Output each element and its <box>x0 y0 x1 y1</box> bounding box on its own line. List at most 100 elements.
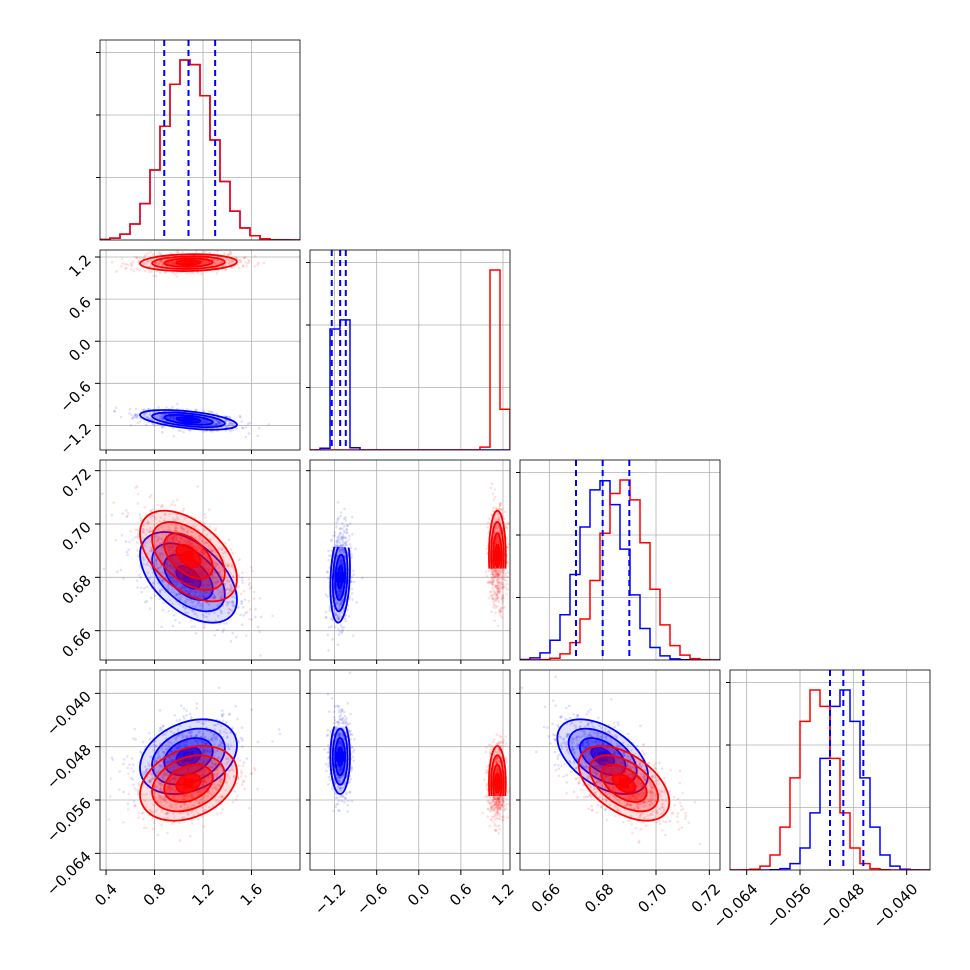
scatter-point <box>231 631 234 635</box>
scatter-point <box>486 521 490 525</box>
scatter-point <box>224 425 227 429</box>
scatter-point <box>215 422 218 426</box>
scatter-point <box>355 601 358 604</box>
scatter-point <box>213 562 217 565</box>
scatter-point <box>209 596 213 599</box>
scatter-point <box>222 591 225 595</box>
scatter-point <box>201 594 204 597</box>
scatter-point <box>231 726 234 730</box>
scatter-point <box>219 261 222 264</box>
scatter-point <box>180 587 184 590</box>
scatter-point <box>197 580 201 584</box>
scatter-point <box>197 601 201 604</box>
scatter-point <box>157 537 161 541</box>
scatter-point <box>113 409 116 413</box>
scatter-point <box>186 529 189 532</box>
scatter-point <box>227 591 230 595</box>
scatter-point <box>494 597 497 600</box>
scatter-point <box>160 413 164 416</box>
scatter-point <box>229 589 233 593</box>
scatter-point <box>160 625 163 629</box>
scatter-point <box>206 583 209 587</box>
scatter-point <box>193 590 196 593</box>
scatter-point <box>175 719 179 722</box>
scatter-point <box>338 533 341 537</box>
panel-frame <box>519 459 721 661</box>
scatter-point <box>248 587 252 590</box>
scatter-point <box>161 530 165 533</box>
scatter-point <box>231 428 234 432</box>
scatter-point <box>208 577 212 580</box>
scatter-point <box>199 572 202 576</box>
scatter-point <box>227 538 231 542</box>
scatter-point <box>178 602 182 606</box>
scatter-point <box>239 260 243 263</box>
scatter-point <box>198 570 201 573</box>
scatter-point <box>193 536 197 540</box>
scatter-point <box>223 587 227 591</box>
scatter-point <box>120 265 123 268</box>
scatter-point <box>146 520 150 523</box>
scatter-point <box>351 515 354 519</box>
scatter-point <box>252 597 256 601</box>
scatter-point <box>204 567 208 571</box>
scatter-point <box>168 543 172 547</box>
scatter-point <box>228 422 231 426</box>
scatter-point <box>159 505 163 509</box>
scatter-point <box>494 611 497 615</box>
scatter-point <box>221 548 224 552</box>
scatter-point <box>191 530 194 533</box>
scatter-point <box>209 537 212 541</box>
scatter-point <box>219 421 222 425</box>
scatter-point <box>352 634 355 637</box>
contour-line <box>151 255 226 270</box>
scatter-point <box>216 628 219 632</box>
scatter-point <box>143 255 147 258</box>
scatter-point <box>199 569 203 573</box>
scatter-point <box>244 634 248 637</box>
scatter-point <box>500 616 504 619</box>
scatter-point <box>151 571 155 575</box>
scatter-point <box>218 576 222 580</box>
scatter-point <box>158 414 161 418</box>
scatter-point <box>111 758 115 762</box>
scatter-point <box>160 415 164 418</box>
scatter-point <box>242 761 246 764</box>
scatter-point <box>149 549 152 553</box>
scatter-point <box>200 539 203 543</box>
scatter-point <box>149 510 152 513</box>
scatter-point <box>167 574 171 578</box>
scatter-point <box>493 495 497 499</box>
scatter-point <box>171 405 174 409</box>
scatter-point <box>215 258 219 262</box>
scatter-point <box>143 600 147 604</box>
scatter-point <box>131 260 135 264</box>
scatter-point <box>205 594 208 598</box>
scatter-point <box>129 263 133 266</box>
scatter-point <box>238 414 242 418</box>
scatter-point <box>499 610 503 614</box>
scatter-point <box>213 261 217 264</box>
scatter-point <box>237 605 240 609</box>
scatter-point <box>221 264 225 268</box>
scatter-point <box>239 736 243 740</box>
scatter-point <box>500 580 504 583</box>
scatter-point <box>161 579 164 583</box>
scatter-point <box>193 612 196 616</box>
scatter-point <box>198 551 202 554</box>
scatter-point <box>211 596 214 600</box>
scatter-point <box>213 560 217 564</box>
scatter-point <box>329 617 333 620</box>
scatter-point <box>122 762 125 766</box>
scatter-point <box>217 571 221 575</box>
scatter-point <box>141 530 144 533</box>
scatter-point <box>170 557 174 561</box>
scatter-point <box>172 591 176 594</box>
scatter-point <box>162 553 165 557</box>
scatter-point <box>130 776 133 780</box>
scatter-point <box>191 571 195 575</box>
scatter-point <box>206 583 209 587</box>
scatter-point <box>178 561 182 564</box>
scatter-point <box>172 416 176 419</box>
scatter-point <box>164 563 168 566</box>
